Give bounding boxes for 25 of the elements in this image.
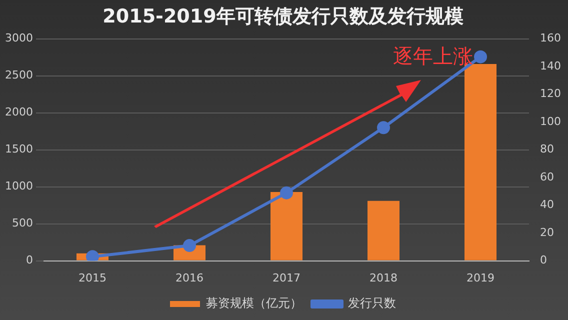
y2-tick-label: 40 bbox=[540, 198, 554, 212]
y2-tick-label: 160 bbox=[540, 32, 562, 45]
y-tick-label: 1000 bbox=[4, 180, 33, 193]
y-tick-label: 500 bbox=[12, 216, 33, 230]
chart-title: 2015-2019年可转债发行只数及发行规模 bbox=[102, 5, 464, 28]
y-tick-label: 2500 bbox=[4, 68, 33, 82]
y2-tick-label: 60 bbox=[540, 170, 554, 184]
x-tick-label: 2015 bbox=[78, 271, 106, 284]
y2-tick-label: 100 bbox=[540, 114, 562, 128]
legend-label: 募资规模（亿元） bbox=[206, 296, 302, 310]
y2-tick-label: 140 bbox=[540, 59, 562, 72]
y-tick-label: 0 bbox=[26, 254, 33, 267]
y2-tick-label: 120 bbox=[540, 87, 562, 100]
x-tick-label: 2016 bbox=[175, 271, 204, 284]
y2-tick-label: 80 bbox=[540, 142, 554, 156]
y-tick-label: 2000 bbox=[4, 106, 33, 119]
y-tick-label: 3000 bbox=[4, 32, 33, 45]
legend-label: 发行只数 bbox=[348, 296, 396, 310]
y2-tick-label: 20 bbox=[540, 226, 554, 239]
x-tick-label: 2017 bbox=[272, 271, 300, 284]
annotation: 逐年上涨 bbox=[393, 44, 473, 68]
x-tick-label: 2018 bbox=[370, 271, 398, 284]
y2-tick-label: 0 bbox=[540, 254, 548, 267]
x-tick-label: 2019 bbox=[466, 271, 495, 284]
y-tick-label: 1500 bbox=[4, 142, 33, 156]
